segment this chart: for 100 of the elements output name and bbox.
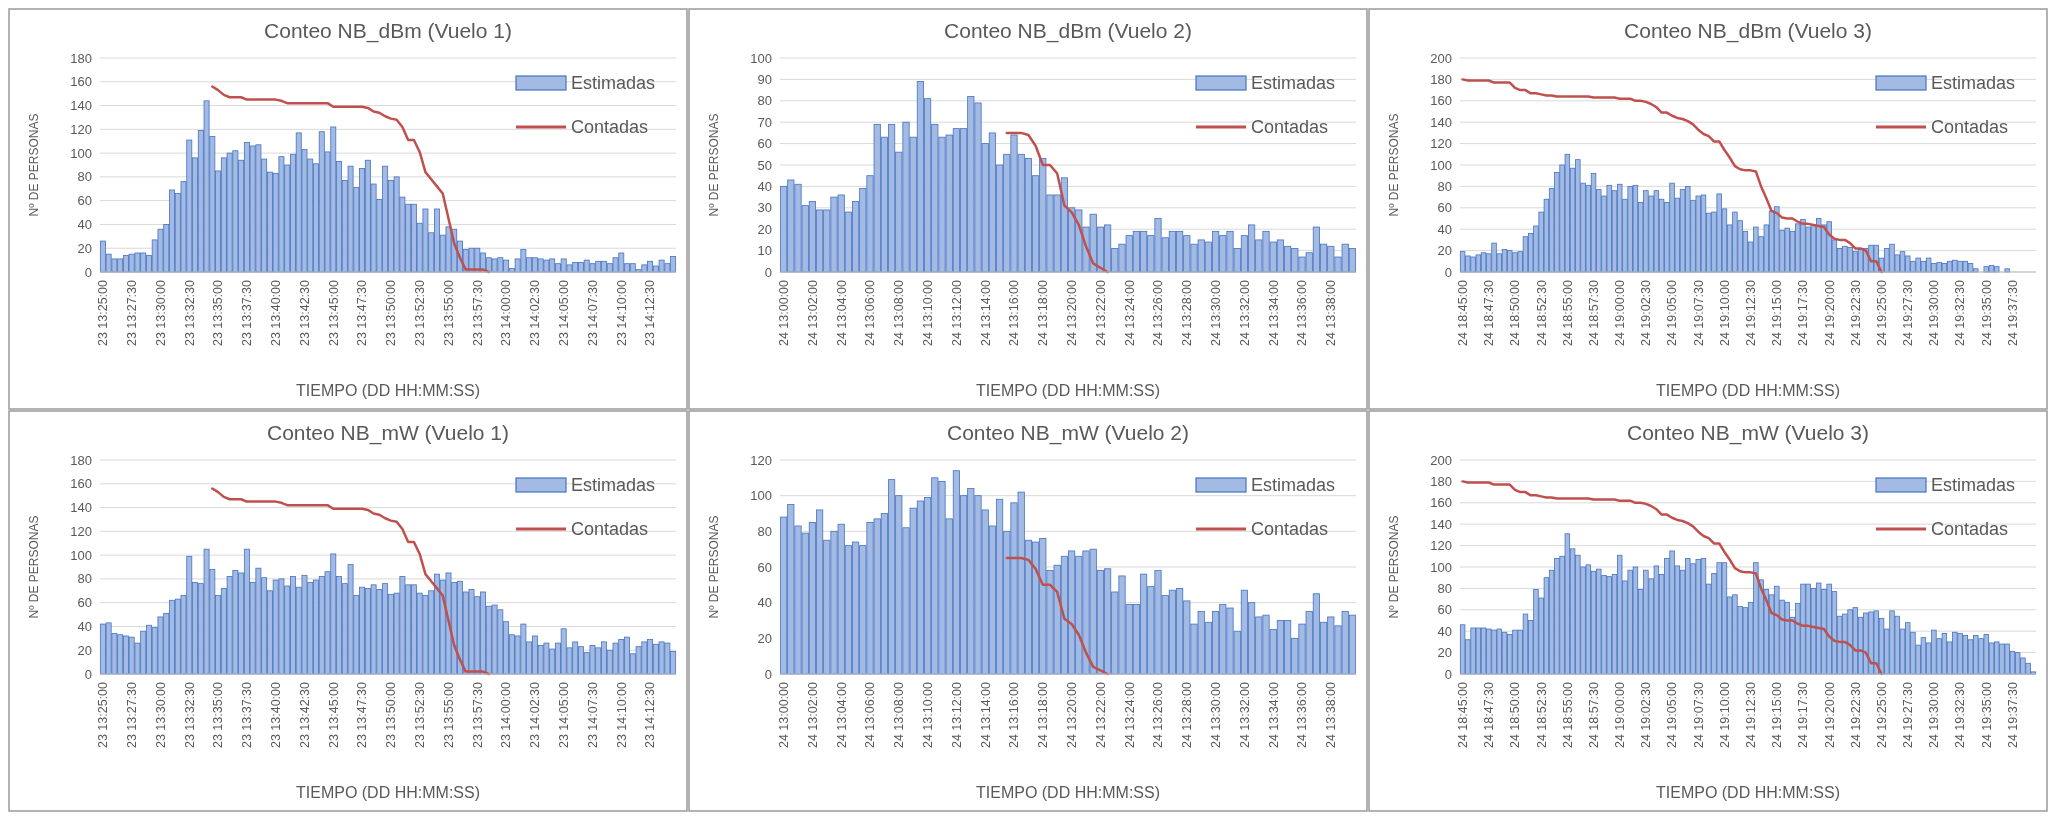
x-tick-label: 24 13:28:00 bbox=[1180, 279, 1195, 347]
x-tick-label: 24 13:20:00 bbox=[1064, 681, 1079, 749]
chart-title: Conteo NB_dBm (Vuelo 1) bbox=[264, 19, 512, 43]
y-tick-label: 120 bbox=[1430, 136, 1452, 152]
line-series bbox=[1005, 556, 1109, 676]
y-tick-label: 180 bbox=[1430, 473, 1452, 489]
x-tick-label: 24 19:30:00 bbox=[1927, 681, 1942, 749]
x-tick-label: 23 13:32:30 bbox=[182, 681, 197, 749]
x-tick-label: 24 18:47:30 bbox=[1482, 681, 1497, 749]
y-tick-label: 140 bbox=[1430, 114, 1452, 130]
x-axis-title: TIEMPO (DD HH:MM:SS) bbox=[296, 784, 480, 801]
y-axis-title: Nº DE PERSONAS bbox=[1387, 113, 1401, 217]
y-tick-label: 100 bbox=[1430, 559, 1452, 575]
x-tick-label: 23 13:40:00 bbox=[269, 279, 284, 347]
x-tick-label: 24 13:24:00 bbox=[1122, 681, 1137, 749]
x-tick-label: 23 14:12:30 bbox=[643, 681, 658, 749]
x-tick-label: 23 14:02:30 bbox=[528, 279, 543, 347]
x-tick-label: 23 14:07:30 bbox=[585, 279, 600, 347]
y-tick-label: 60 bbox=[757, 136, 772, 152]
x-tick-label: 24 13:04:00 bbox=[834, 279, 849, 347]
x-tick-label: 24 13:12:00 bbox=[949, 279, 964, 347]
legend-label: Contadas bbox=[1251, 117, 1329, 138]
y-tick-label: 20 bbox=[1437, 243, 1452, 259]
x-tick-label: 23 14:10:00 bbox=[614, 279, 629, 347]
y-tick-label: 80 bbox=[757, 523, 772, 539]
y-tick-label: 20 bbox=[77, 642, 92, 658]
x-tick-label: 24 13:06:00 bbox=[863, 279, 878, 347]
legend-label: Contadas bbox=[1931, 117, 2009, 138]
legend-label: Estimadas bbox=[1251, 73, 1336, 94]
x-tick-label: 24 19:02:30 bbox=[1639, 681, 1654, 749]
y-tick-label: 0 bbox=[84, 264, 92, 280]
y-tick-label: 180 bbox=[1430, 71, 1452, 87]
y-tick-label: 120 bbox=[70, 121, 92, 137]
x-tick-label: 24 13:02:00 bbox=[805, 681, 820, 749]
x-tick-label: 23 14:10:00 bbox=[614, 681, 629, 749]
y-tick-label: 80 bbox=[1437, 178, 1452, 194]
chart-title: Conteo NB_mW (Vuelo 1) bbox=[267, 421, 509, 445]
bar bbox=[1815, 582, 1822, 675]
y-tick-label: 0 bbox=[764, 666, 772, 682]
x-tick-label: 24 13:14:00 bbox=[978, 279, 993, 347]
y-tick-label: 140 bbox=[70, 500, 92, 516]
x-tick-label: 24 19:20:00 bbox=[1822, 279, 1837, 347]
y-tick-label: 160 bbox=[70, 476, 92, 492]
x-tick-label: 23 14:12:30 bbox=[643, 279, 658, 347]
y-tick-label: 180 bbox=[70, 50, 92, 66]
x-tick-label: 24 19:27:30 bbox=[1901, 681, 1916, 749]
x-axis-title: TIEMPO (DD HH:MM:SS) bbox=[1656, 382, 1840, 399]
x-tick-label: 24 13:10:00 bbox=[920, 681, 935, 749]
x-tick-label: 24 19:35:00 bbox=[1979, 279, 1994, 347]
x-tick-label: 24 13:28:00 bbox=[1180, 681, 1195, 749]
line-series bbox=[211, 85, 491, 274]
x-tick-label: 24 13:06:00 bbox=[863, 681, 878, 749]
x-tick-label: 24 13:00:00 bbox=[776, 681, 791, 749]
x-tick-label: 24 18:55:00 bbox=[1560, 279, 1575, 347]
x-tick-label: 24 13:16:00 bbox=[1007, 279, 1022, 347]
x-tick-label: 24 13:32:00 bbox=[1237, 681, 1252, 749]
x-tick-label: 24 19:22:30 bbox=[1848, 681, 1863, 749]
y-tick-label: 40 bbox=[757, 595, 772, 611]
x-tick-label: 23 13:42:30 bbox=[297, 681, 312, 749]
x-tick-label: 23 13:35:00 bbox=[211, 279, 226, 347]
x-tick-label: 24 13:32:00 bbox=[1237, 279, 1252, 347]
legend-label: Estimadas bbox=[1251, 475, 1336, 496]
x-tick-label: 23 13:37:30 bbox=[240, 279, 255, 347]
chart-title: Conteo NB_dBm (Vuelo 2) bbox=[944, 19, 1192, 43]
x-tick-label: 24 19:32:30 bbox=[1953, 681, 1968, 749]
y-tick-label: 20 bbox=[757, 630, 772, 646]
x-tick-label: 24 13:30:00 bbox=[1208, 681, 1223, 749]
x-tick-label: 24 13:34:00 bbox=[1266, 279, 1281, 347]
legend-label: Contadas bbox=[571, 117, 649, 138]
y-tick-label: 90 bbox=[757, 71, 772, 87]
x-tick-label: 24 19:30:00 bbox=[1927, 279, 1942, 347]
y-axis-title: Nº DE PERSONAS bbox=[27, 515, 41, 619]
x-tick-label: 23 13:32:30 bbox=[182, 279, 197, 347]
x-tick-label: 24 18:47:30 bbox=[1482, 279, 1497, 347]
x-tick-label: 23 13:25:00 bbox=[96, 681, 111, 749]
legend-label: Estimadas bbox=[571, 73, 656, 94]
x-tick-label: 23 13:35:00 bbox=[211, 681, 226, 749]
x-tick-label: 24 13:00:00 bbox=[776, 279, 791, 347]
y-tick-label: 10 bbox=[757, 243, 772, 259]
x-tick-label: 24 19:10:00 bbox=[1717, 279, 1732, 347]
y-tick-label: 20 bbox=[1437, 645, 1452, 661]
x-tick-label: 24 19:02:30 bbox=[1639, 279, 1654, 347]
y-tick-label: 160 bbox=[1430, 93, 1452, 109]
y-tick-label: 80 bbox=[77, 169, 92, 185]
x-tick-label: 23 14:00:00 bbox=[499, 681, 514, 749]
x-tick-label: 24 13:16:00 bbox=[1007, 681, 1022, 749]
y-tick-label: 60 bbox=[77, 595, 92, 611]
y-tick-label: 200 bbox=[1430, 50, 1452, 66]
x-tick-label: 23 13:40:00 bbox=[269, 681, 284, 749]
x-tick-label: 24 13:10:00 bbox=[920, 279, 935, 347]
x-tick-label: 24 13:22:00 bbox=[1093, 279, 1108, 347]
x-tick-label: 24 19:37:30 bbox=[2005, 681, 2020, 749]
y-tick-label: 80 bbox=[1437, 580, 1452, 596]
x-tick-label: 24 19:05:00 bbox=[1665, 681, 1680, 749]
x-tick-label: 24 13:26:00 bbox=[1151, 279, 1166, 347]
x-axis-title: TIEMPO (DD HH:MM:SS) bbox=[1656, 784, 1840, 801]
x-tick-label: 24 19:15:00 bbox=[1770, 681, 1785, 749]
y-tick-label: 40 bbox=[77, 618, 92, 634]
x-tick-label: 24 19:12:30 bbox=[1743, 681, 1758, 749]
x-tick-label: 24 19:17:30 bbox=[1796, 681, 1811, 749]
